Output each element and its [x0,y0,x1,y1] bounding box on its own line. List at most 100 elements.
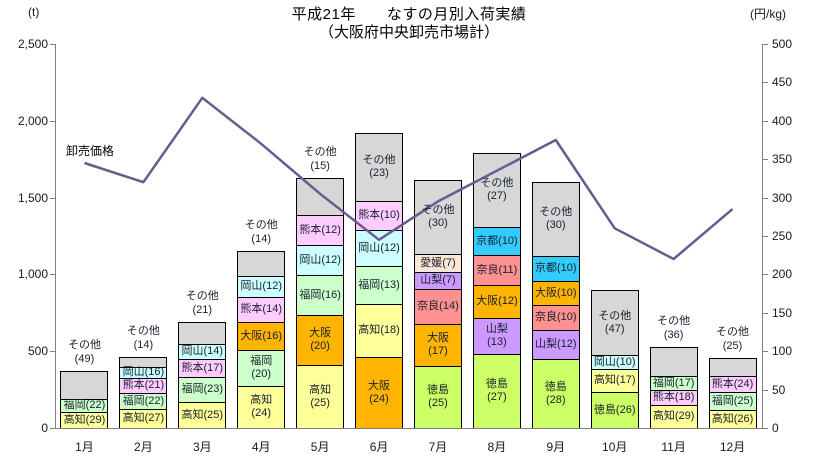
bar-segment-label: 岡山(12) [240,280,282,292]
bar-segment-熊本 [178,359,227,377]
bar-segment-福岡 [119,393,168,409]
bar-segment-label: 高知(26) [711,412,754,425]
bar-segment-label: 徳島 (25) [426,384,449,409]
right-axis-tick [763,428,768,429]
bar-segment-label: 岡山(10) [593,355,636,368]
bar-segment-label: 熊本(14) [240,303,282,315]
bar-segment-label: 高知(25) [181,408,224,421]
bar-segment-label: 大阪 (24) [368,379,391,405]
left-axis-tick [50,428,55,429]
bar-segment-label: 熊本(18) [652,391,695,403]
right-axis-unit: (円/kg) [750,7,787,21]
bar-segment-福岡 [355,266,404,304]
left-axis-tick-label: 1,000 [17,267,48,282]
right-axis-tick [763,159,768,161]
bar-segment-label: 岡山(14) [181,345,224,357]
right-axis-tick [763,82,768,84]
bar-segment-label: 京都(10) [535,262,577,274]
bar-segment-label: 岡山(12) [358,241,400,254]
bar-segment-高知 [590,369,639,392]
bar-segment-label: 高知(25) [309,383,332,409]
bar-outside-label: その他 (49) [67,339,101,365]
bar-segment-label: 高知(29) [652,410,695,422]
bottom-axis [55,428,763,429]
bar-segment-大阪 [237,322,286,350]
bar-segment-その他 [237,251,286,276]
bar-segment-福岡 [649,376,698,390]
bar-segment-熊本 [708,376,757,392]
bar-segment-山梨 [413,272,462,289]
bar-segment-その他 [649,347,698,376]
month-label: 3月 [192,440,212,454]
bar-segment-福岡 [237,350,286,386]
price-line-label: 卸売価格 [66,144,115,158]
bar-outside-label: その他 (25) [716,326,750,352]
bar-segment-label: 熊本(12) [299,223,341,236]
bar-segment-label: 熊本(24) [711,377,754,390]
bar-segment-大阪 [472,285,521,318]
right-axis-tick-label: 150 [772,305,793,320]
month-label: 10月 [602,440,628,454]
bar-segment-label: 山梨(7) [420,274,456,286]
bar-segment-山梨 [531,330,580,359]
bar-segment-label: 奈良(10) [535,311,577,323]
bar-segment-岡山 [237,276,286,297]
bar-segment-label: その他 (27) [480,177,514,202]
bar-segment-その他 [708,358,757,376]
bar-segment-岡山 [590,355,639,369]
bar-segment-その他 [178,322,227,344]
right-axis-tick [763,274,768,276]
bar-segment-岡山 [119,367,168,378]
bar-segment-高知 [237,386,286,429]
bar-segment-label: 高知(27) [122,412,165,424]
bar-segment-高知 [355,304,404,357]
left-axis-tick-label: 500 [27,344,48,359]
left-axis-tick [50,351,55,353]
bar-segment-label: 京都(10) [476,234,518,247]
bar-segment-label: 岡山(12) [299,253,341,266]
bar-segment-奈良 [413,289,462,324]
chart-title: 平成21年 なすの月別入荷実績 [291,6,527,23]
right-axis-tick [763,44,768,45]
bar-segment-label: 福岡(13) [358,278,400,291]
right-axis-tick [763,236,768,237]
left-axis-unit: (t) [28,5,40,19]
bar-segment-大阪 [413,324,462,366]
bar-segment-label: その他 (30) [539,206,573,231]
bar-segment-label: 愛媛(7) [420,256,456,269]
right-axis-tick-label: 100 [772,344,793,359]
right-axis-tick [763,312,768,314]
month-label: 2月 [134,440,153,454]
bar-segment-label: 大阪 (20) [309,327,332,352]
right-axis-tick-label: 400 [772,113,793,128]
bar-segment-label: 大阪(16) [240,329,282,342]
left-axis-tick [50,120,55,122]
bar-segment-label: 福岡(17) [652,376,695,389]
bar-segment-label: 福岡(22) [63,399,106,411]
bar-segment-その他 [119,357,168,367]
bar-outside-label: その他 (14) [126,325,160,351]
left-axis [55,44,56,429]
bar-segment-label: 高知 (24) [250,394,273,419]
bar-segment-福岡 [60,399,109,412]
bar-segment-label: 山梨 (13) [485,323,508,348]
month-label: 9月 [546,440,566,454]
bar-outside-label: その他 (36) [657,315,691,341]
bar-segment-徳島 [472,354,521,429]
bar-segment-大阪 [531,281,580,305]
bar-segment-label: 奈良(14) [417,300,459,312]
month-label: 5月 [310,440,330,454]
bar-segment-熊本 [237,297,286,322]
right-axis-tick-label: 300 [772,190,793,205]
bar-outside-label: その他 (14) [244,219,278,245]
bar-segment-福岡 [296,275,345,315]
month-label: 7月 [428,440,448,454]
bar-segment-徳島 [531,359,580,429]
bar-segment-label: 熊本(21) [122,379,165,391]
month-label: 11月 [661,440,686,454]
bar-segment-山梨 [472,318,521,354]
right-axis [762,44,763,429]
month-label: 6月 [369,440,389,454]
month-label: 12月 [719,440,746,454]
